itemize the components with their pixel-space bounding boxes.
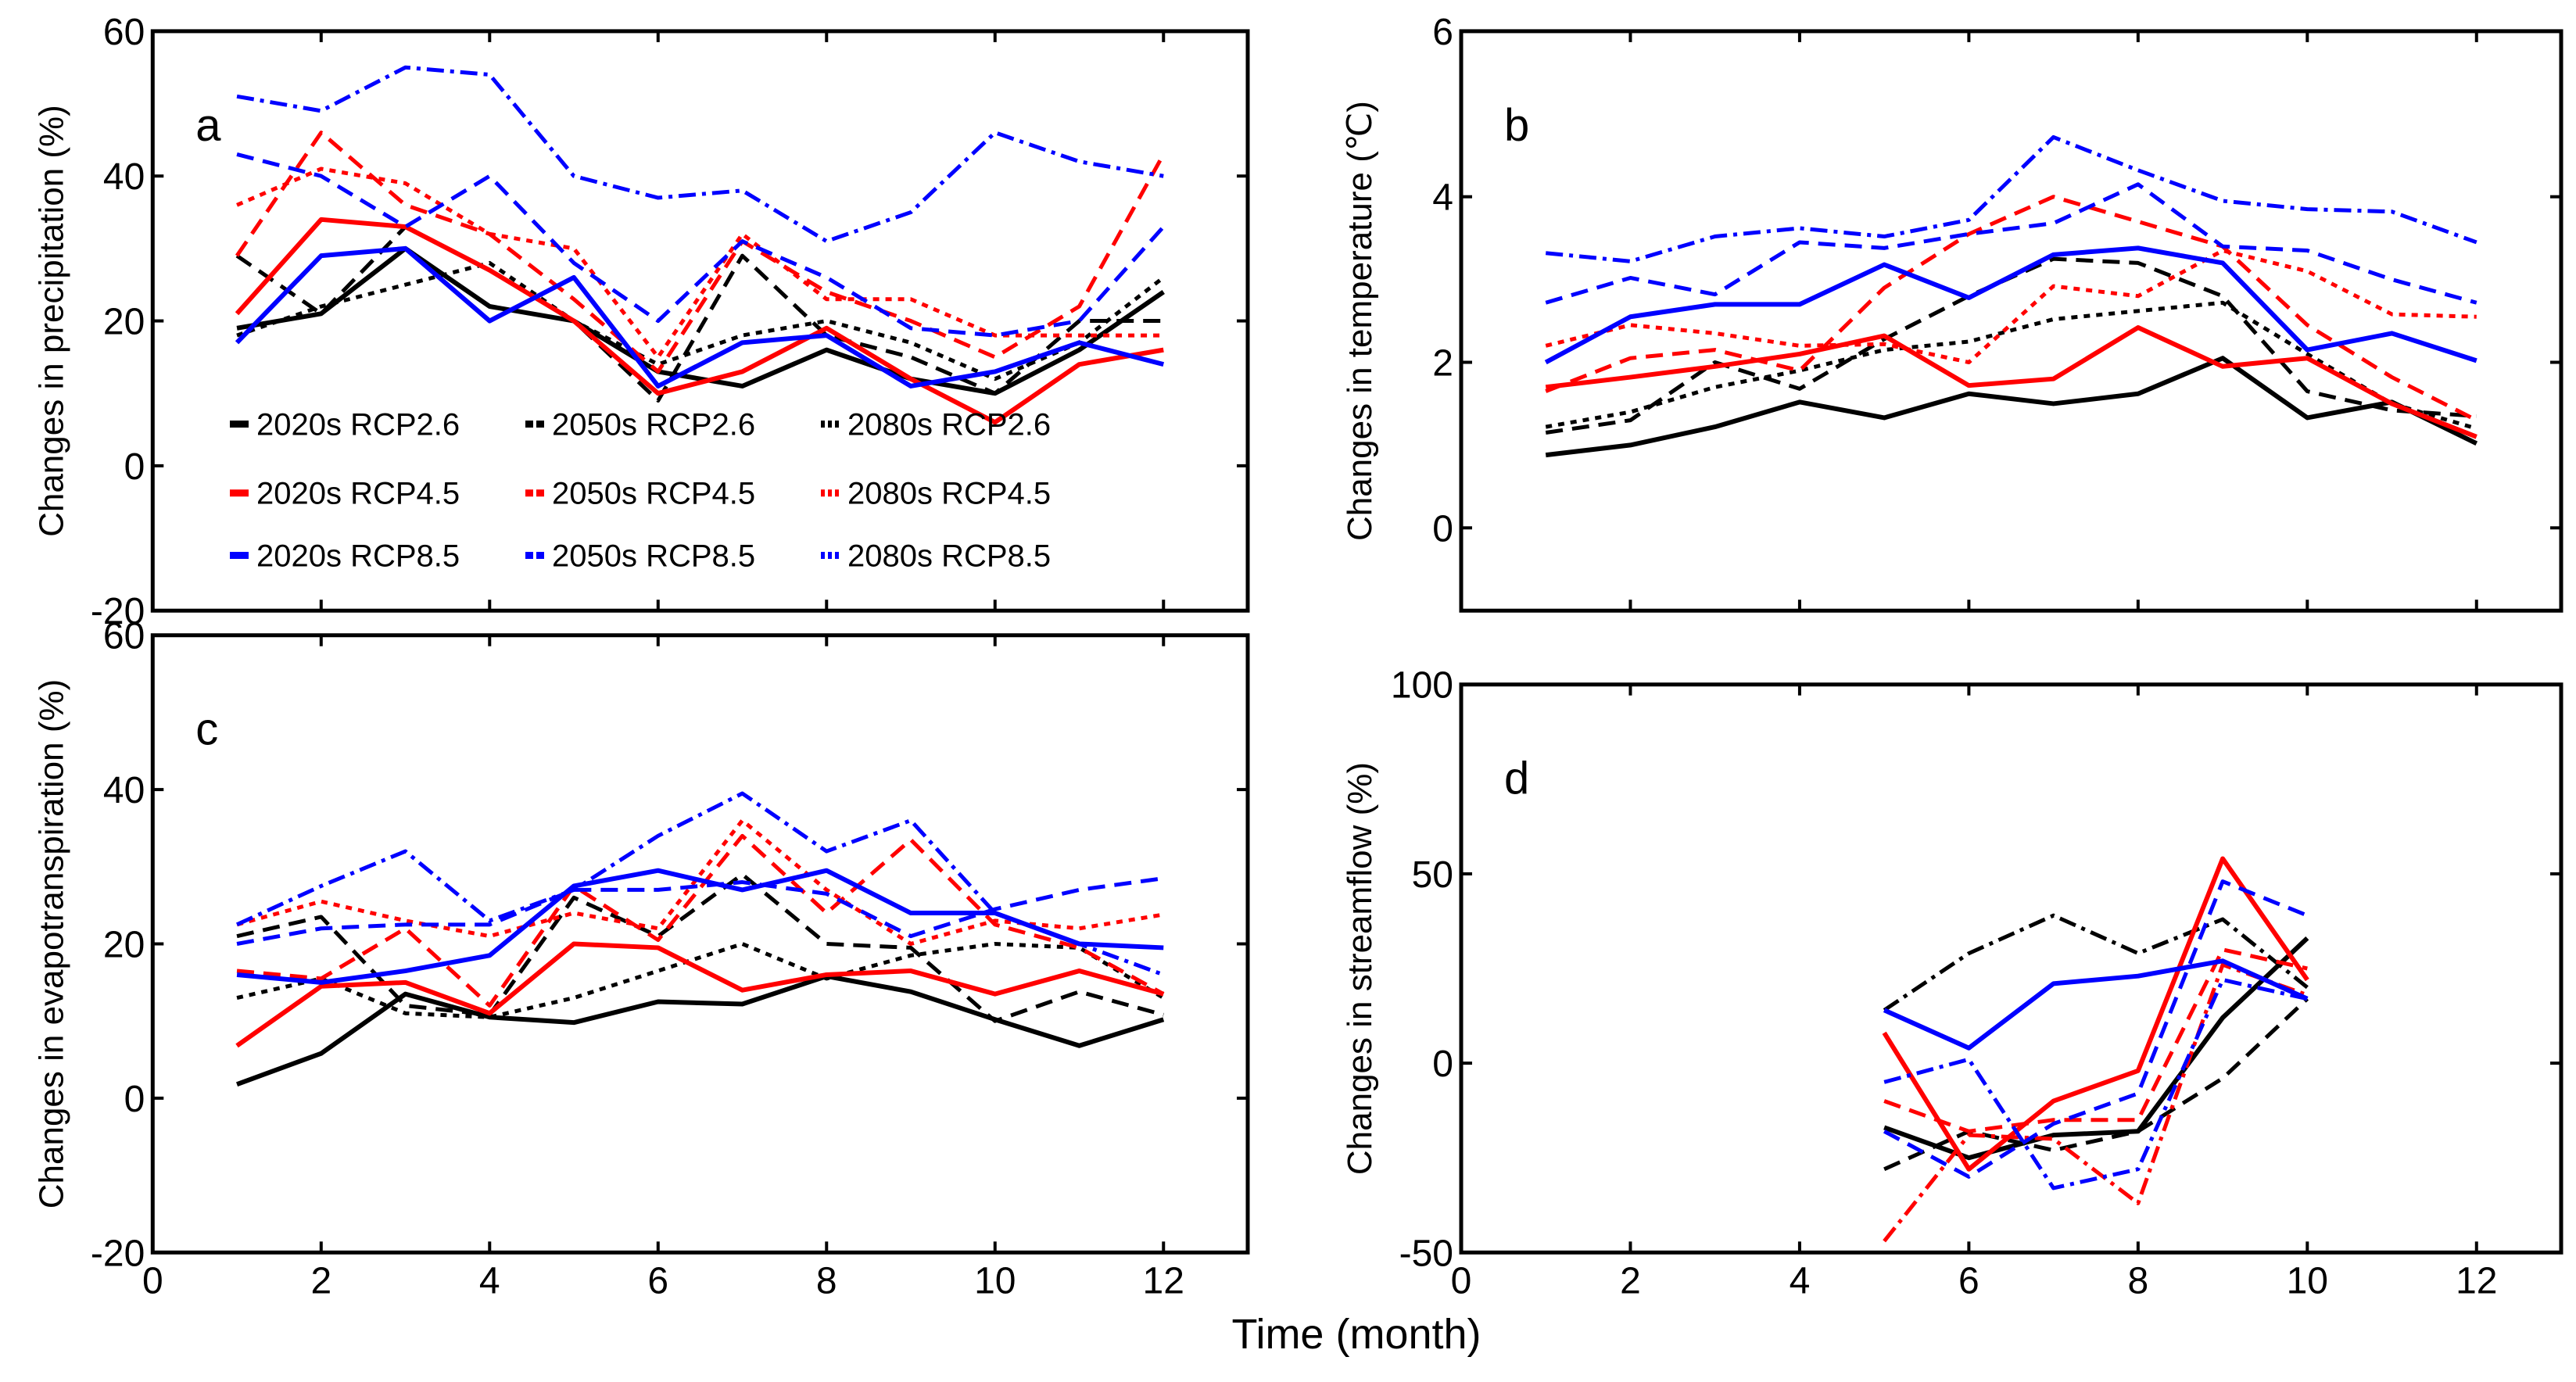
series-line-2020s-rcp4-5	[1545, 325, 2477, 439]
y-tick-label: -50	[1399, 1233, 1453, 1274]
legend-label: 2020s RCP2.6	[256, 408, 460, 442]
series-line-2050s-rcp8-5	[1883, 879, 2309, 1179]
panel-b: 0 2 4 6 Changes in temperature (℃) b	[1341, 12, 2563, 613]
y-tick-label: 20	[103, 925, 145, 966]
series-line-2050s-rcp2-6	[235, 224, 1164, 403]
panel-letter: c	[195, 704, 218, 755]
x-tick-label: 4	[479, 1260, 500, 1301]
axes-frame	[150, 29, 1250, 613]
y-tick-label: 0	[1432, 1044, 1453, 1085]
series-line-2080s-rcp8-5	[1883, 978, 2308, 1190]
shared-x-axis-label: Time (month)	[1231, 1311, 1481, 1358]
series-line-2050s-rcp4-5	[236, 833, 1165, 1008]
legend: 2020s RCP2.6 2050s RCP2.6 2080s RCP2.6 2020…	[230, 408, 1051, 574]
axes-frame	[1459, 29, 2563, 613]
series-line-2020s-rcp4-5	[1882, 856, 2309, 1172]
y-tick-label: 60	[103, 12, 145, 53]
series-line-2080s-rcp4-5	[1545, 249, 2477, 364]
y-tick-label: 4	[1432, 177, 1453, 219]
panel-a: -20 0 20 40 60 Changes in precipitation (%) a	[32, 12, 1250, 632]
x-tick-label: 8	[816, 1260, 837, 1301]
series-line-2020s-rcp4-5	[235, 941, 1165, 1048]
series-line-2080s-rcp8-5	[236, 791, 1165, 977]
y-axis-label: Changes in streamflow (%)	[1341, 762, 1379, 1175]
series-line-2020s-rcp8-5	[1544, 245, 2477, 365]
y-tick-label: 0	[1432, 508, 1453, 550]
series-line-2050s-rcp8-5	[236, 152, 1166, 338]
y-tick-label: 40	[103, 156, 145, 198]
y-tick-label: -20	[91, 591, 145, 632]
x-tick-label: 4	[1790, 1260, 1811, 1301]
y-tick-label: 50	[1412, 854, 1453, 896]
y-tick-label: 0	[124, 1079, 145, 1120]
y-tick-label: 100	[1391, 665, 1453, 707]
series-line-2080s-rcp2-6	[236, 942, 1165, 1019]
x-tick-label: 6	[1958, 1260, 1979, 1301]
legend-label: 2080s RCP8.5	[847, 539, 1051, 574]
series-line-2080s-rcp2-6	[236, 260, 1165, 381]
panel-letter: d	[1504, 754, 1529, 804]
series-line-2050s-rcp4-5	[1545, 195, 2477, 422]
series-line-2020s-rcp8-5	[1883, 958, 2309, 1051]
series-line-2050s-rcp4-5	[1883, 947, 2308, 1133]
series-line-2080s-rcp4-5	[236, 818, 1164, 946]
x-tick-label: 2	[1620, 1260, 1641, 1301]
series-line-2020s-rcp8-5	[235, 245, 1165, 388]
y-tick-label: 40	[103, 770, 145, 811]
series-line-2020s-rcp4-5	[235, 217, 1164, 425]
legend-label: 2080s RCP4.5	[847, 477, 1051, 511]
x-tick-label: 10	[2287, 1260, 2328, 1301]
y-tick-label: 20	[103, 302, 145, 343]
x-tick-label: 8	[2127, 1260, 2148, 1301]
series-line-2050s-rcp2-6	[236, 872, 1164, 1023]
legend-label: 2050s RCP4.5	[552, 477, 755, 511]
axes-frame	[1459, 682, 2563, 1255]
series-line-2050s-rcp8-5	[1545, 182, 2477, 305]
series-line-2020s-rcp2-6	[236, 245, 1165, 396]
series-line-2020s-rcp2-6	[1545, 356, 2478, 458]
series-line-2080s-rcp8-5	[1545, 134, 2477, 263]
x-tick-label: 2	[310, 1260, 331, 1301]
x-tick-label: 0	[142, 1260, 163, 1301]
x-tick-label: 0	[1451, 1260, 1472, 1301]
y-axis-label: Changes in evapotranspiration (%)	[32, 679, 70, 1209]
panel-letter: b	[1504, 100, 1529, 151]
legend-label: 2020s RCP4.5	[256, 477, 460, 511]
panel-letter: a	[195, 100, 221, 151]
series-line-2020s-rcp2-6	[236, 973, 1165, 1087]
series-line-2080s-rcp2-6	[1883, 913, 2309, 1012]
legend-label: 2050s RCP8.5	[552, 539, 755, 574]
series-line-2080s-rcp8-5	[236, 65, 1164, 244]
y-tick-label: 0	[124, 446, 145, 488]
x-tick-label: 10	[974, 1260, 1016, 1301]
x-tick-label: 6	[647, 1260, 668, 1301]
y-axis-label: Changes in temperature (℃)	[1341, 101, 1379, 541]
series-line-2080s-rcp4-5	[1883, 962, 2309, 1243]
legend-label: 2080s RCP2.6	[847, 408, 1051, 442]
legend-label: 2050s RCP2.6	[552, 408, 755, 442]
series-line-2080s-rcp2-6	[1545, 300, 2477, 431]
x-tick-label: 12	[1143, 1260, 1184, 1301]
y-tick-label: -20	[91, 1233, 145, 1274]
y-tick-label: 6	[1432, 12, 1453, 53]
y-tick-label: 60	[103, 616, 145, 657]
y-tick-label: 2	[1432, 343, 1453, 385]
series-line-2080s-rcp4-5	[236, 166, 1164, 360]
series-line-2050s-rcp4-5	[235, 131, 1166, 374]
y-axis-label: Changes in precipitation (%)	[32, 105, 70, 537]
x-tick-label: 12	[2456, 1260, 2497, 1301]
series-line-2050s-rcp2-6	[1883, 997, 2309, 1172]
legend-label: 2020s RCP8.5	[256, 539, 460, 574]
